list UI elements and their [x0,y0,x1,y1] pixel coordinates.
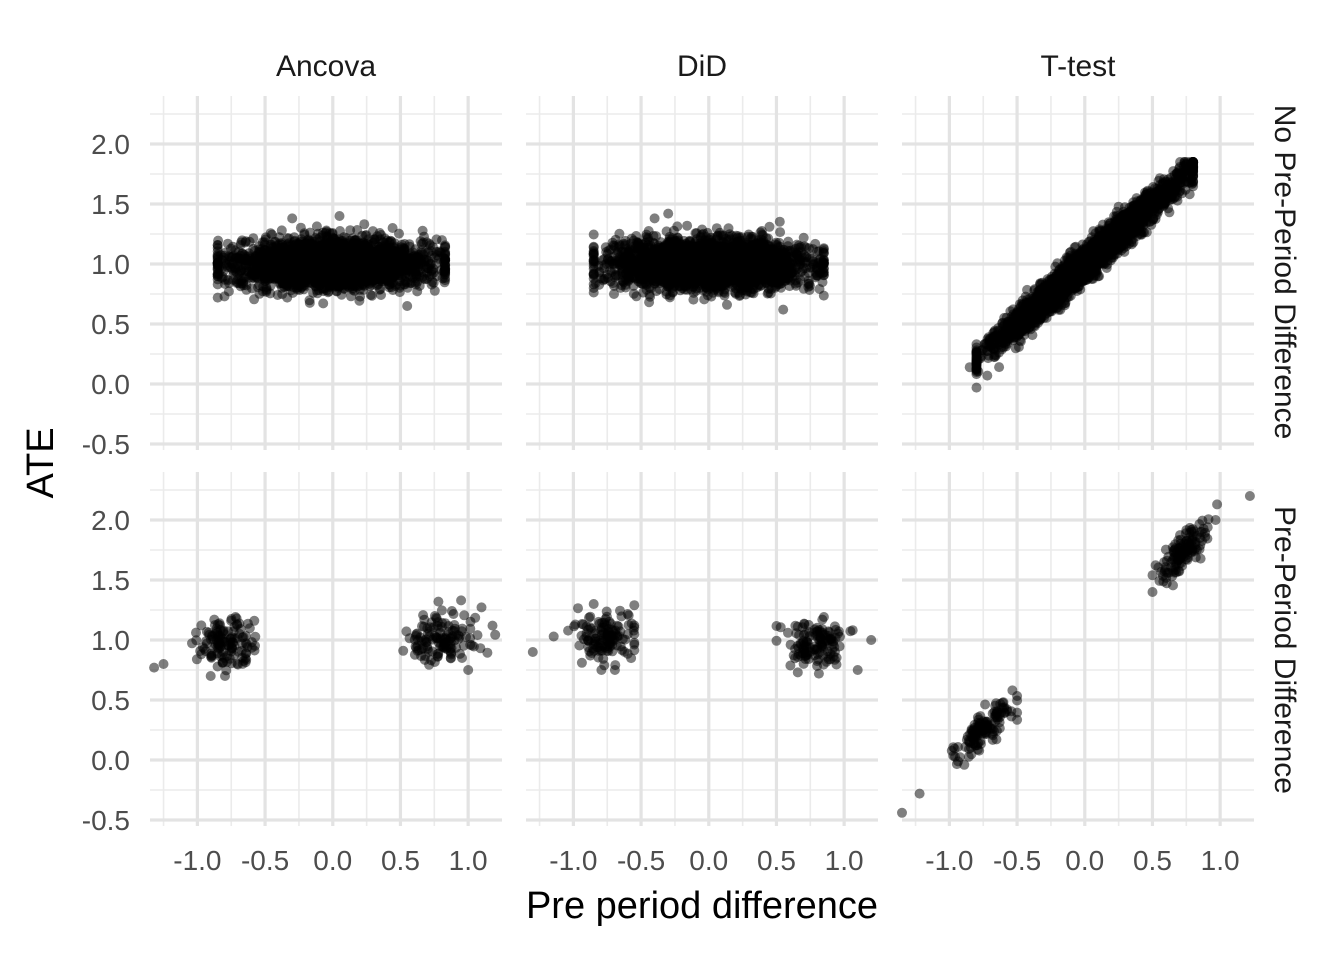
scatter-point [297,276,308,287]
scatter-point [697,224,708,235]
scatter-point [311,221,322,232]
scatter-point [315,266,326,277]
scatter-point [394,287,405,298]
scatter-point [304,297,315,308]
scatter-point [219,291,230,302]
scatter-point [230,265,241,276]
scatter-point [254,247,265,258]
scatter-point [411,269,422,280]
scatter-point [419,231,429,242]
scatter-point [237,235,248,246]
scatter-point [375,245,386,256]
points-layer [149,157,1255,818]
scatter-point [284,261,295,272]
scatter-point [287,213,298,224]
scatter-point [334,211,345,221]
scatter-point [371,274,382,285]
scatter-point [359,219,370,230]
scatter-point [231,276,242,287]
scatter-point [336,289,347,300]
scatter-point [336,236,347,246]
scatter-point [237,248,248,259]
scatter-point [225,243,236,254]
scatter-point [339,250,350,261]
scatter-point [318,298,329,309]
scatter-point [304,246,315,257]
scatter-point [404,239,415,250]
scatter-point [324,228,335,239]
scatter-point [818,290,829,301]
scatter-point [367,261,378,272]
scatter-point [672,221,683,232]
scatter-point [588,229,599,240]
scatter-point [265,251,276,262]
scatter-point [261,282,272,293]
scatter-point [440,249,451,260]
scatter-point [353,242,364,253]
scatter-point [407,255,418,266]
scatter-point [365,290,376,300]
scatter-point [440,264,451,275]
scatter-point [347,268,358,279]
scatter-point [359,273,370,284]
scatter-point [354,295,365,306]
scatter-point [249,294,260,305]
scatter-point [275,253,286,264]
scatter-point [775,227,786,238]
scatter-point [313,285,324,296]
scatter-point [437,235,447,246]
scatter-point [427,276,438,287]
scatter-point [396,249,407,260]
scatter-point [212,268,223,279]
scatter-point [378,263,389,274]
scatter-point [440,275,451,286]
scatter-point [699,294,710,305]
scatter-point [345,225,356,236]
scatter-point [265,228,276,239]
scatter-point [352,225,363,235]
scatter-point [296,234,307,245]
scatter-point [387,223,398,233]
scatter-point [260,261,271,272]
scatter-point [614,228,625,239]
scatter-point [402,301,413,311]
scatter-point [423,247,434,258]
scatter-point [277,289,288,300]
scatter-point [429,285,440,296]
scatter-point [323,243,334,254]
scatter-point [276,270,287,281]
scatter-point [337,272,347,283]
scatter-point [628,288,639,299]
scatter-point [327,264,338,275]
scatter-point [392,261,403,272]
scatter-point [313,228,323,239]
scatter-point [291,247,302,258]
scatter-point [360,254,371,265]
scatter-point [722,299,732,310]
grid-layer [150,96,1254,826]
scatter-point [219,252,229,263]
